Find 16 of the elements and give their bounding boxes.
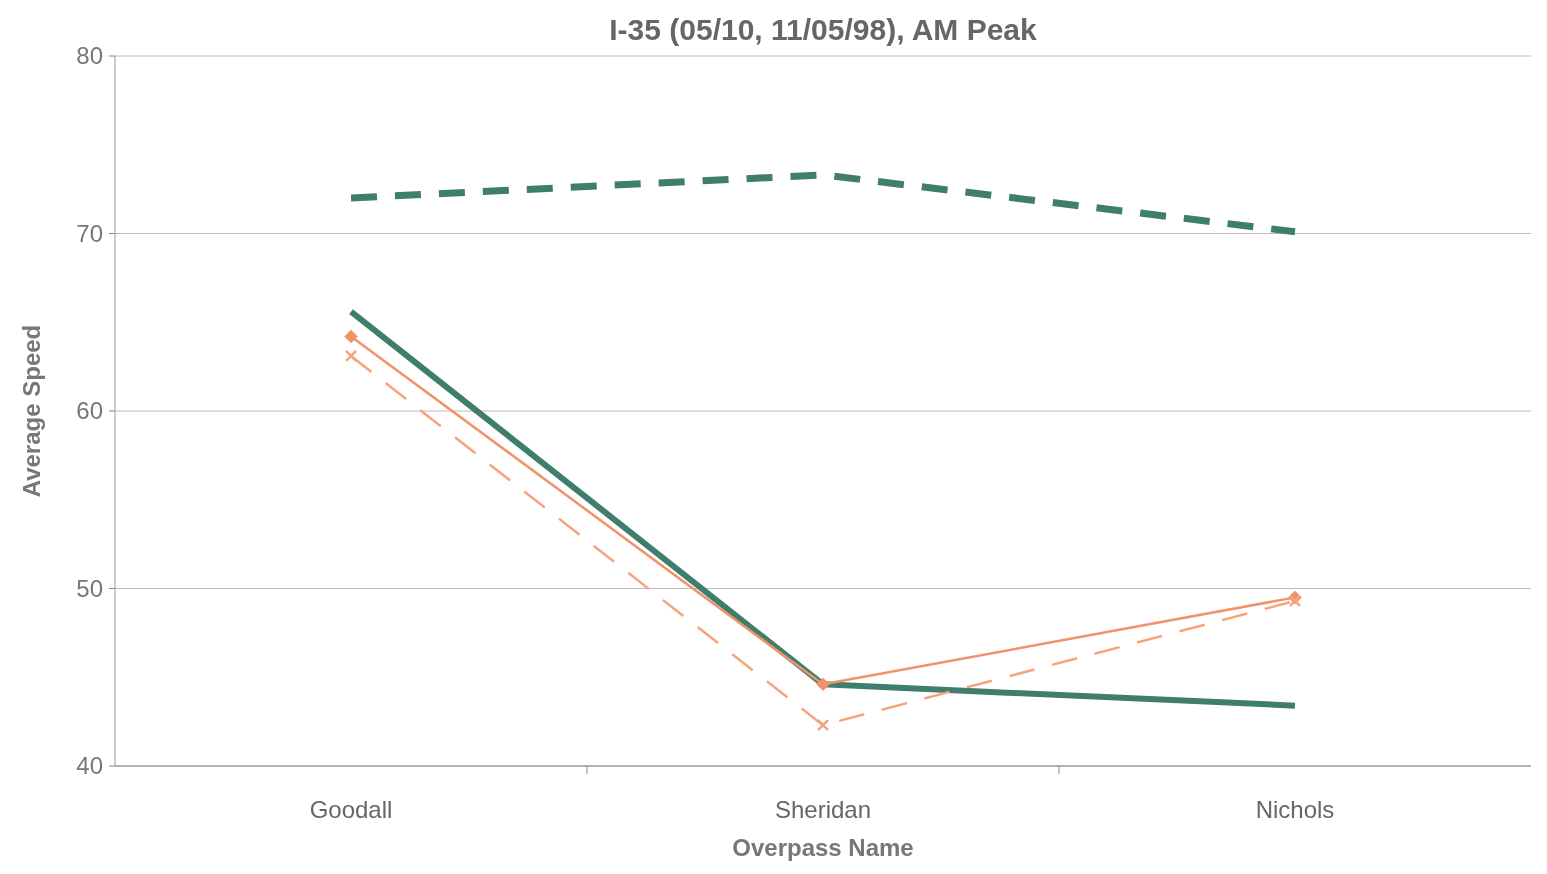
point [816,718,830,732]
y-tick-label: 40 [76,752,103,780]
y-tick-label: 50 [76,574,103,602]
y-tick-label: 60 [76,397,103,425]
point [344,330,358,343]
point [816,678,830,691]
y-axis-title: Average Speed [18,324,45,498]
x-tick-label: Goodall [309,796,393,823]
x-tick-label: Nichols [1255,796,1335,823]
chart-title: I-35 (05/10, 11/05/98), AM Peak [609,13,1038,46]
y-tick-label: 70 [76,219,103,247]
x-tick-label: Sheridan [774,796,872,823]
point [1288,594,1302,608]
point [344,349,358,363]
x-axis-title: Overpass Name [732,834,914,861]
y-tick-label: 80 [76,42,103,70]
